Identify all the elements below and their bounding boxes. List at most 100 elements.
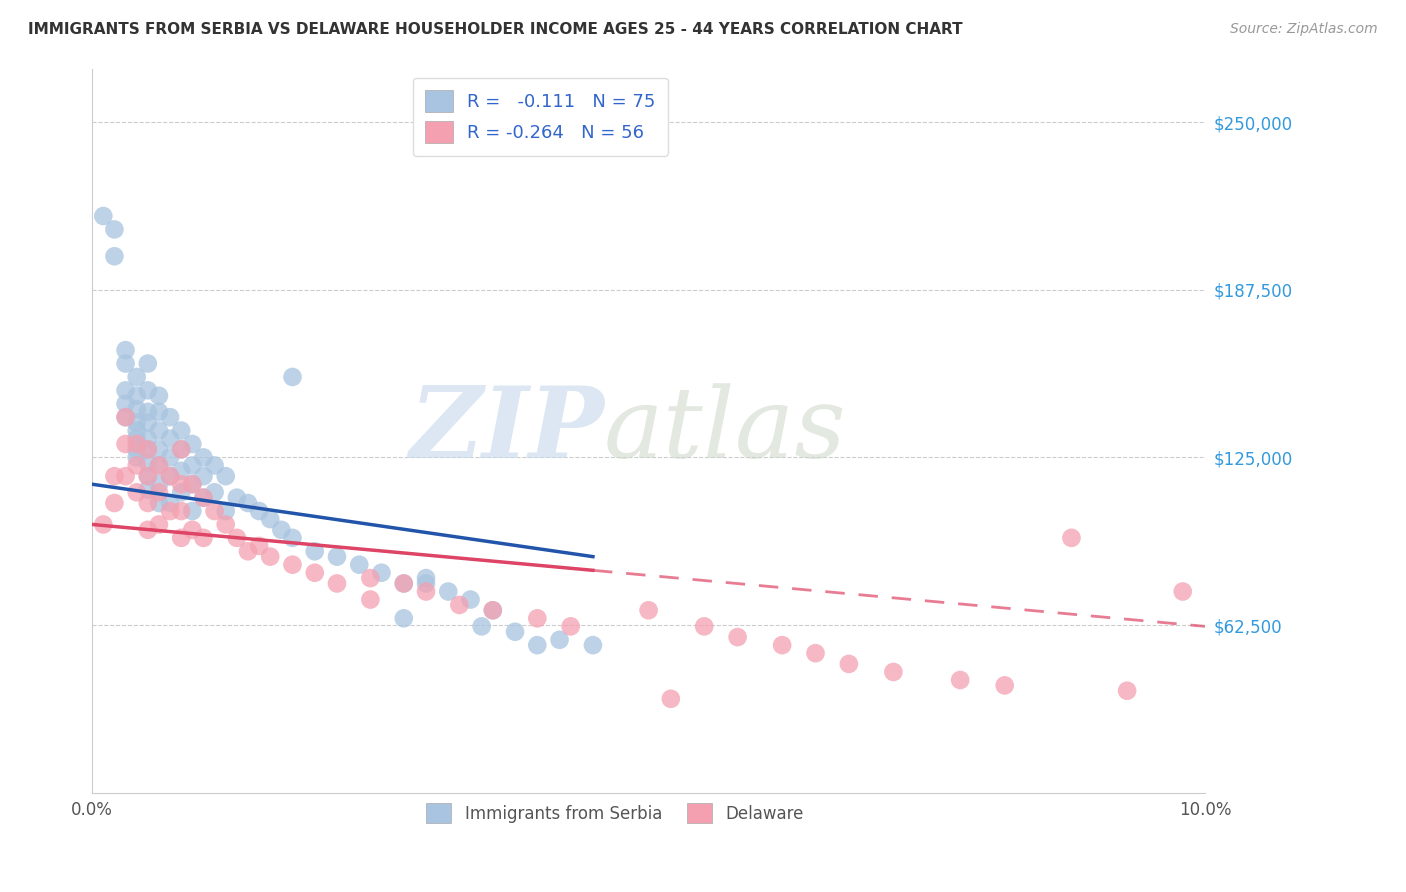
- Point: [114, 343, 136, 358]
- Point: [225, 491, 247, 505]
- Point: [392, 611, 415, 625]
- Point: [159, 496, 181, 510]
- Point: [114, 357, 136, 371]
- Point: [148, 405, 170, 419]
- Point: [114, 410, 136, 425]
- Point: [103, 249, 125, 263]
- Point: [159, 469, 181, 483]
- Legend: Immigrants from Serbia, Delaware: Immigrants from Serbia, Delaware: [415, 791, 815, 835]
- Point: [193, 491, 215, 505]
- Point: [148, 458, 170, 473]
- Point: [170, 504, 193, 518]
- Point: [114, 437, 136, 451]
- Point: [136, 384, 159, 398]
- Point: [181, 437, 204, 451]
- Point: [125, 485, 148, 500]
- Point: [159, 410, 181, 425]
- Point: [170, 424, 193, 438]
- Point: [1171, 584, 1194, 599]
- Text: atlas: atlas: [605, 383, 846, 478]
- Point: [148, 442, 170, 457]
- Point: [136, 483, 159, 497]
- Point: [148, 389, 170, 403]
- Point: [125, 442, 148, 457]
- Point: [125, 450, 148, 465]
- Point: [159, 432, 181, 446]
- Point: [304, 544, 326, 558]
- Point: [994, 678, 1017, 692]
- Point: [103, 469, 125, 483]
- Point: [103, 222, 125, 236]
- Point: [259, 549, 281, 564]
- Point: [215, 469, 238, 483]
- Point: [148, 458, 170, 473]
- Point: [148, 477, 170, 491]
- Point: [326, 576, 349, 591]
- Point: [125, 458, 148, 473]
- Point: [181, 504, 204, 518]
- Point: [103, 496, 125, 510]
- Point: [136, 405, 159, 419]
- Point: [449, 598, 471, 612]
- Point: [204, 485, 226, 500]
- Point: [170, 442, 193, 457]
- Point: [170, 442, 193, 457]
- Point: [437, 584, 460, 599]
- Text: ZIP: ZIP: [409, 383, 605, 479]
- Point: [170, 485, 193, 500]
- Point: [236, 544, 259, 558]
- Point: [392, 576, 415, 591]
- Point: [281, 558, 304, 572]
- Point: [170, 464, 193, 478]
- Point: [136, 432, 159, 446]
- Point: [659, 691, 682, 706]
- Point: [460, 592, 482, 607]
- Point: [193, 491, 215, 505]
- Point: [170, 477, 193, 491]
- Point: [838, 657, 860, 671]
- Point: [204, 458, 226, 473]
- Point: [204, 504, 226, 518]
- Point: [370, 566, 392, 580]
- Point: [136, 442, 159, 457]
- Point: [526, 611, 548, 625]
- Point: [91, 209, 114, 223]
- Point: [727, 630, 749, 644]
- Point: [481, 603, 503, 617]
- Point: [548, 632, 571, 647]
- Point: [136, 523, 159, 537]
- Point: [270, 523, 292, 537]
- Point: [136, 357, 159, 371]
- Point: [247, 504, 270, 518]
- Point: [170, 531, 193, 545]
- Point: [148, 517, 170, 532]
- Point: [503, 624, 526, 639]
- Point: [582, 638, 605, 652]
- Point: [125, 389, 148, 403]
- Point: [349, 558, 371, 572]
- Point: [136, 442, 159, 457]
- Point: [125, 424, 148, 438]
- Point: [148, 496, 170, 510]
- Point: [181, 477, 204, 491]
- Point: [215, 517, 238, 532]
- Point: [526, 638, 548, 652]
- Point: [193, 450, 215, 465]
- Point: [359, 571, 381, 585]
- Point: [193, 531, 215, 545]
- Point: [215, 504, 238, 518]
- Point: [471, 619, 494, 633]
- Point: [136, 456, 159, 470]
- Point: [159, 469, 181, 483]
- Point: [236, 496, 259, 510]
- Point: [359, 592, 381, 607]
- Point: [125, 437, 148, 451]
- Point: [125, 432, 148, 446]
- Point: [281, 531, 304, 545]
- Point: [91, 517, 114, 532]
- Point: [159, 504, 181, 518]
- Point: [415, 571, 437, 585]
- Point: [136, 416, 159, 430]
- Point: [415, 576, 437, 591]
- Point: [693, 619, 716, 633]
